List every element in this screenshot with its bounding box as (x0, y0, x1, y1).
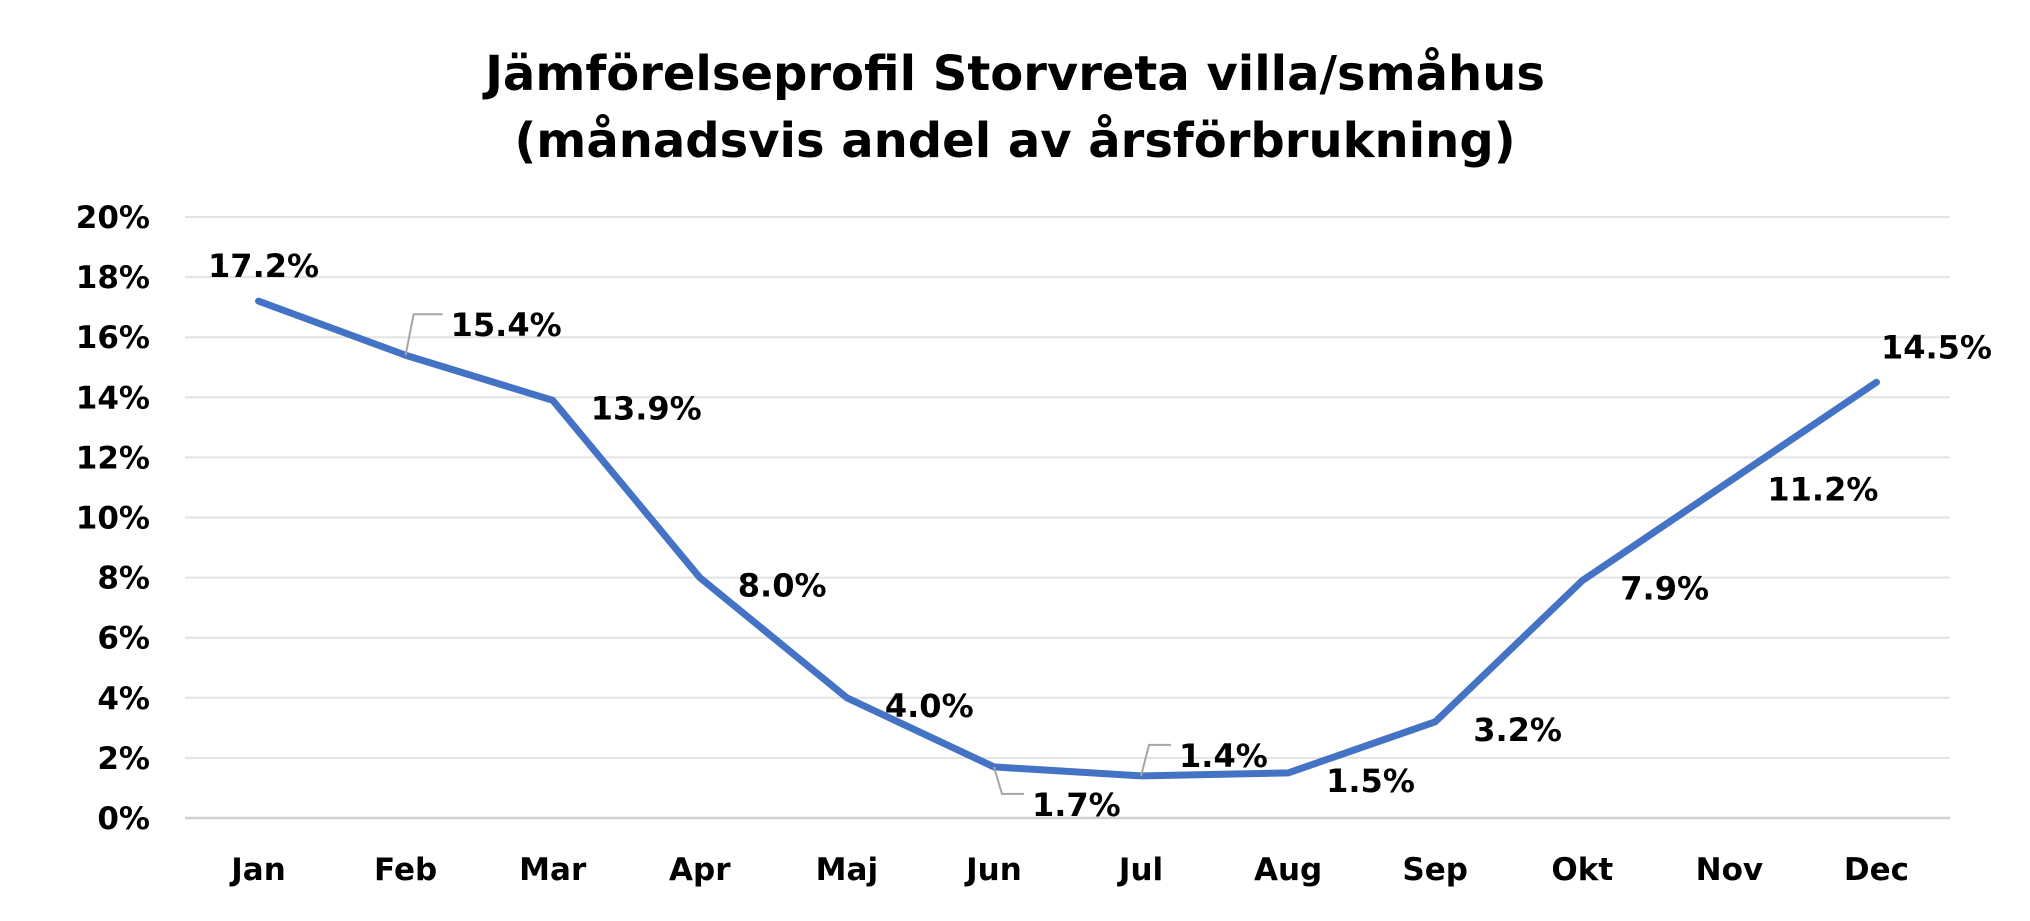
data-label: 4.0% (885, 687, 974, 725)
data-label: 11.2% (1767, 470, 1878, 508)
data-label: 14.5% (1881, 328, 1992, 366)
plot-area (255, 297, 1880, 780)
data-label: 15.4% (451, 306, 562, 344)
x-tick-label: Jul (1117, 852, 1163, 888)
x-tick-label: Apr (669, 852, 731, 888)
data-point (257, 300, 260, 303)
data-point (1287, 771, 1290, 774)
leader-line (992, 766, 1024, 795)
data-label: 3.2% (1473, 711, 1562, 749)
y-tick-label: 20% (76, 200, 150, 236)
data-point (551, 399, 554, 402)
y-tick-label: 12% (76, 440, 150, 476)
y-tick-label: 4% (97, 681, 150, 717)
y-tick-label: 18% (76, 260, 150, 296)
data-point (1728, 480, 1731, 483)
series-line (255, 297, 1880, 780)
y-tick-label: 2% (97, 741, 150, 777)
x-tick-label: Jan (229, 852, 286, 888)
x-tick-label: Maj (816, 852, 878, 888)
data-point (1581, 579, 1584, 582)
chart-title: Jämförelseprofil Storvreta villa/småhus … (482, 46, 1545, 169)
chart-subtitle: (månadsvis andel av årsförbrukning) (514, 113, 1515, 169)
x-tick-label: Okt (1551, 852, 1613, 888)
data-label: 17.2% (208, 247, 319, 285)
data-label: 13.9% (591, 389, 702, 427)
x-axis-tick-labels: Jan Feb Mar Apr Maj Jun Jul Aug Sep Okt Nov Dec (229, 852, 1909, 888)
y-tick-label: 0% (97, 801, 150, 837)
gridlines (185, 216, 1950, 820)
x-tick-label: Jun (964, 852, 1022, 888)
y-tick-label: 10% (76, 501, 150, 537)
data-labels: 17.2% 15.4% 13.9% 8.0% 4.0% 1.7% 1.4% 1.5% 3.2% 7… (208, 247, 1992, 824)
data-label: 1.7% (1032, 786, 1121, 824)
data-point (698, 576, 701, 579)
data-label: 8.0% (738, 567, 827, 605)
y-tick-label: 14% (76, 380, 150, 416)
x-tick-label: Aug (1254, 852, 1322, 888)
x-tick-label: Nov (1696, 852, 1763, 888)
x-tick-label: Sep (1402, 852, 1468, 888)
x-tick-label: Feb (374, 852, 437, 888)
y-tick-label: 8% (97, 561, 150, 597)
data-label: 1.4% (1179, 737, 1268, 775)
y-tick-label: 16% (76, 320, 150, 356)
data-point (1875, 381, 1878, 384)
data-label: 1.5% (1326, 762, 1415, 800)
chart-title-line-1: Jämförelseprofil Storvreta villa/småhus (482, 46, 1545, 102)
x-tick-label: Mar (519, 852, 587, 888)
y-axis-tick-labels: 0% 2% 4% 6% 8% 10% 12% 14% 16% 18% 20% (76, 200, 150, 837)
y-tick-label: 6% (97, 621, 150, 657)
data-point (845, 696, 848, 699)
data-point (1434, 720, 1437, 723)
x-tick-label: Dec (1844, 852, 1909, 888)
leader-line (1140, 743, 1172, 777)
data-label: 7.9% (1620, 570, 1709, 608)
leader-line (404, 313, 443, 356)
